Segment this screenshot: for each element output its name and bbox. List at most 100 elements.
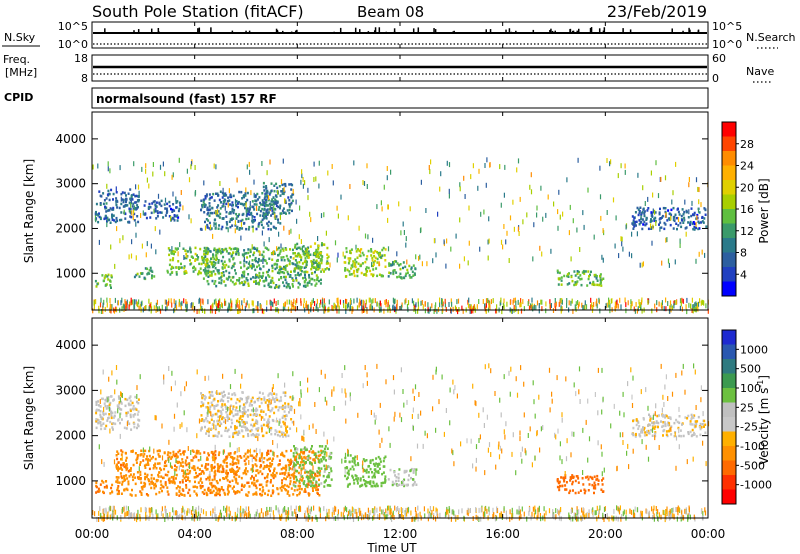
data-cell xyxy=(678,213,681,216)
data-cell xyxy=(641,227,644,231)
data-cell xyxy=(463,256,465,262)
data-cell xyxy=(221,408,224,411)
data-cell xyxy=(271,264,274,268)
data-cell xyxy=(173,214,176,218)
data-cell xyxy=(262,181,265,185)
data-cell xyxy=(602,277,605,280)
data-cell xyxy=(347,303,349,309)
data-cell xyxy=(182,475,185,478)
data-cell xyxy=(415,468,418,471)
data-cell xyxy=(682,298,684,304)
data-cell xyxy=(417,301,419,307)
data-cell xyxy=(281,479,284,482)
data-cell xyxy=(298,492,301,496)
data-cell xyxy=(179,453,182,456)
data-cell xyxy=(510,308,513,314)
data-cell xyxy=(410,476,412,480)
data-cell xyxy=(124,404,127,408)
data-cell xyxy=(205,468,208,471)
data-cell xyxy=(403,230,405,235)
data-cell xyxy=(168,204,171,208)
data-cell xyxy=(150,302,152,307)
data-cell xyxy=(148,454,151,458)
data-cell xyxy=(225,263,228,267)
data-cell xyxy=(284,266,287,269)
data-cell xyxy=(288,208,291,212)
data-cell xyxy=(279,222,282,225)
data-cell xyxy=(320,278,322,282)
data-cell xyxy=(239,455,242,458)
data-cell xyxy=(232,469,235,473)
data-cell xyxy=(511,308,513,314)
data-cell xyxy=(179,204,182,207)
data-cell xyxy=(216,250,219,253)
data-cell xyxy=(506,301,508,307)
data-cell xyxy=(699,422,702,426)
data-cell xyxy=(578,270,580,274)
data-cell xyxy=(154,482,157,486)
data-cell xyxy=(204,195,207,198)
data-cell xyxy=(249,206,252,209)
data-cell xyxy=(514,297,516,303)
data-cell xyxy=(109,207,112,210)
data-cell xyxy=(255,282,258,285)
data-cell xyxy=(365,303,367,308)
data-cell xyxy=(187,472,190,476)
data-cell xyxy=(326,260,329,263)
data-cell xyxy=(228,305,230,311)
data-cell xyxy=(107,218,110,222)
data-cell xyxy=(112,208,115,211)
data-cell xyxy=(259,250,261,256)
data-cell xyxy=(309,253,312,256)
data-cell xyxy=(235,304,237,309)
data-cell xyxy=(234,427,236,430)
data-cell xyxy=(144,466,147,469)
data-cell xyxy=(228,271,231,275)
data-cell xyxy=(319,251,322,255)
data-cell xyxy=(215,486,217,490)
data-cell xyxy=(281,247,284,250)
data-cell xyxy=(439,297,441,303)
data-cell xyxy=(282,414,285,418)
data-cell xyxy=(650,170,652,176)
data-cell xyxy=(638,299,640,305)
data-cell xyxy=(395,260,398,263)
data-cell xyxy=(115,306,117,312)
data-cell xyxy=(278,278,280,281)
data-cell xyxy=(661,300,663,306)
data-cell xyxy=(322,474,325,478)
data-cell xyxy=(397,476,400,480)
data-cell xyxy=(211,211,214,215)
data-cell xyxy=(212,233,214,239)
data-cell xyxy=(243,193,246,197)
data-cell xyxy=(242,413,245,416)
data-cell xyxy=(307,477,309,480)
data-cell xyxy=(132,473,135,476)
data-cell xyxy=(258,275,261,278)
data-cell xyxy=(243,455,246,458)
data-cell xyxy=(291,277,294,280)
data-cell xyxy=(563,480,566,483)
data-cell xyxy=(632,433,635,437)
data-cell xyxy=(355,250,358,253)
data-cell xyxy=(212,192,215,196)
data-cell xyxy=(123,465,126,468)
data-cell xyxy=(289,476,292,480)
data-cell xyxy=(176,200,179,203)
data-cell xyxy=(153,477,155,480)
data-cell xyxy=(283,410,286,413)
data-cell xyxy=(228,212,231,215)
data-cell xyxy=(263,457,266,460)
data-cell xyxy=(554,302,556,308)
data-cell xyxy=(359,264,362,268)
data-cell xyxy=(397,473,400,476)
data-cell xyxy=(214,272,217,276)
data-cell xyxy=(668,218,671,221)
data-cell xyxy=(184,461,187,465)
data-cell xyxy=(128,207,131,210)
data-cell xyxy=(284,418,287,421)
data-cell xyxy=(269,281,272,284)
data-cell xyxy=(200,426,203,429)
data-cell xyxy=(656,300,658,306)
data-cell xyxy=(148,482,151,486)
